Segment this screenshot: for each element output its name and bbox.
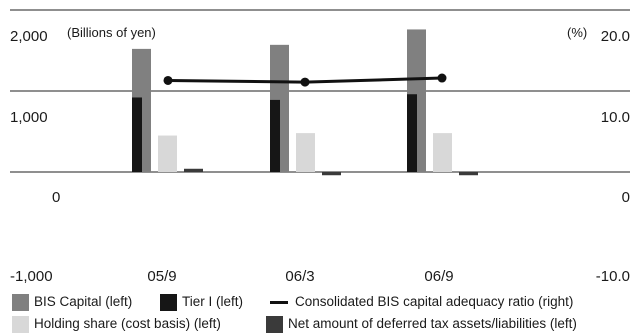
legend-item-bis-capital: BIS Capital (left): [12, 292, 132, 312]
holding-share-bar: [296, 133, 315, 172]
legend-label-holding-share: Holding share (cost basis) (left): [34, 316, 221, 331]
right-tick-label: 0: [622, 189, 630, 206]
left-axis-ticks: 2,000 1,000 0 -1,000: [10, 28, 60, 285]
legend-label-deferred-tax: Net amount of deferred tax assets/liabil…: [288, 316, 577, 331]
gridlines: [10, 9, 630, 173]
deferred-tax-swatch: [266, 315, 283, 333]
ratio-point: [300, 77, 310, 87]
left-tick-label: 1,000: [10, 109, 48, 126]
holding-share-swatch: [12, 315, 29, 333]
x-tick-label: 06/9: [424, 268, 453, 285]
legend-item-ratio: Consolidated BIS capital adequacy ratio …: [270, 292, 573, 312]
tier1-swatch: [160, 293, 177, 311]
ratio-point: [437, 73, 447, 83]
x-axis-ticks: 05/9 06/3 06/9: [147, 268, 453, 285]
right-tick-label: 20.0: [601, 28, 630, 45]
legend-label-tier1: Tier I (left): [182, 294, 244, 309]
x-tick-label: 05/9: [147, 268, 176, 285]
x-tick-label: 06/3: [285, 268, 314, 285]
right-axis-ticks: 20.0 10.0 0 -10.0: [596, 28, 630, 285]
bars: [132, 29, 478, 176]
left-tick-label: 2,000: [10, 28, 48, 45]
legend-label-bis-capital: BIS Capital (left): [34, 294, 133, 309]
tier1-bar: [132, 97, 142, 172]
tier1-bar: [407, 94, 417, 172]
holding-share-bar: [158, 135, 177, 172]
deferred-tax-bar: [459, 172, 478, 176]
right-tick-label: 10.0: [601, 109, 630, 126]
legend-label-ratio: Consolidated BIS capital adequacy ratio …: [295, 294, 574, 309]
legend-item-tier1: Tier I (left): [160, 292, 243, 312]
holding-share-bar: [433, 133, 452, 172]
legend: BIS Capital (left) Tier I (left) Consoli…: [12, 292, 632, 334]
deferred-tax-bar: [322, 172, 341, 176]
tier1-bar: [270, 99, 280, 172]
left-tick-label: -1,000: [10, 268, 53, 285]
ratio-point: [163, 75, 173, 85]
left-axis-unit-label: (Billions of yen): [67, 25, 156, 40]
ratio-line-swatch: [270, 300, 288, 304]
deferred-tax-bar: [184, 168, 203, 172]
bis-capital-swatch: [12, 293, 29, 311]
left-tick-label: 0: [52, 189, 60, 206]
legend-item-deferred-tax: Net amount of deferred tax assets/liabil…: [266, 314, 577, 334]
right-axis-unit-label: (%): [567, 25, 587, 40]
ratio-line: [163, 73, 447, 87]
legend-item-holding-share: Holding share (cost basis) (left): [12, 314, 221, 334]
right-tick-label: -10.0: [596, 268, 630, 285]
